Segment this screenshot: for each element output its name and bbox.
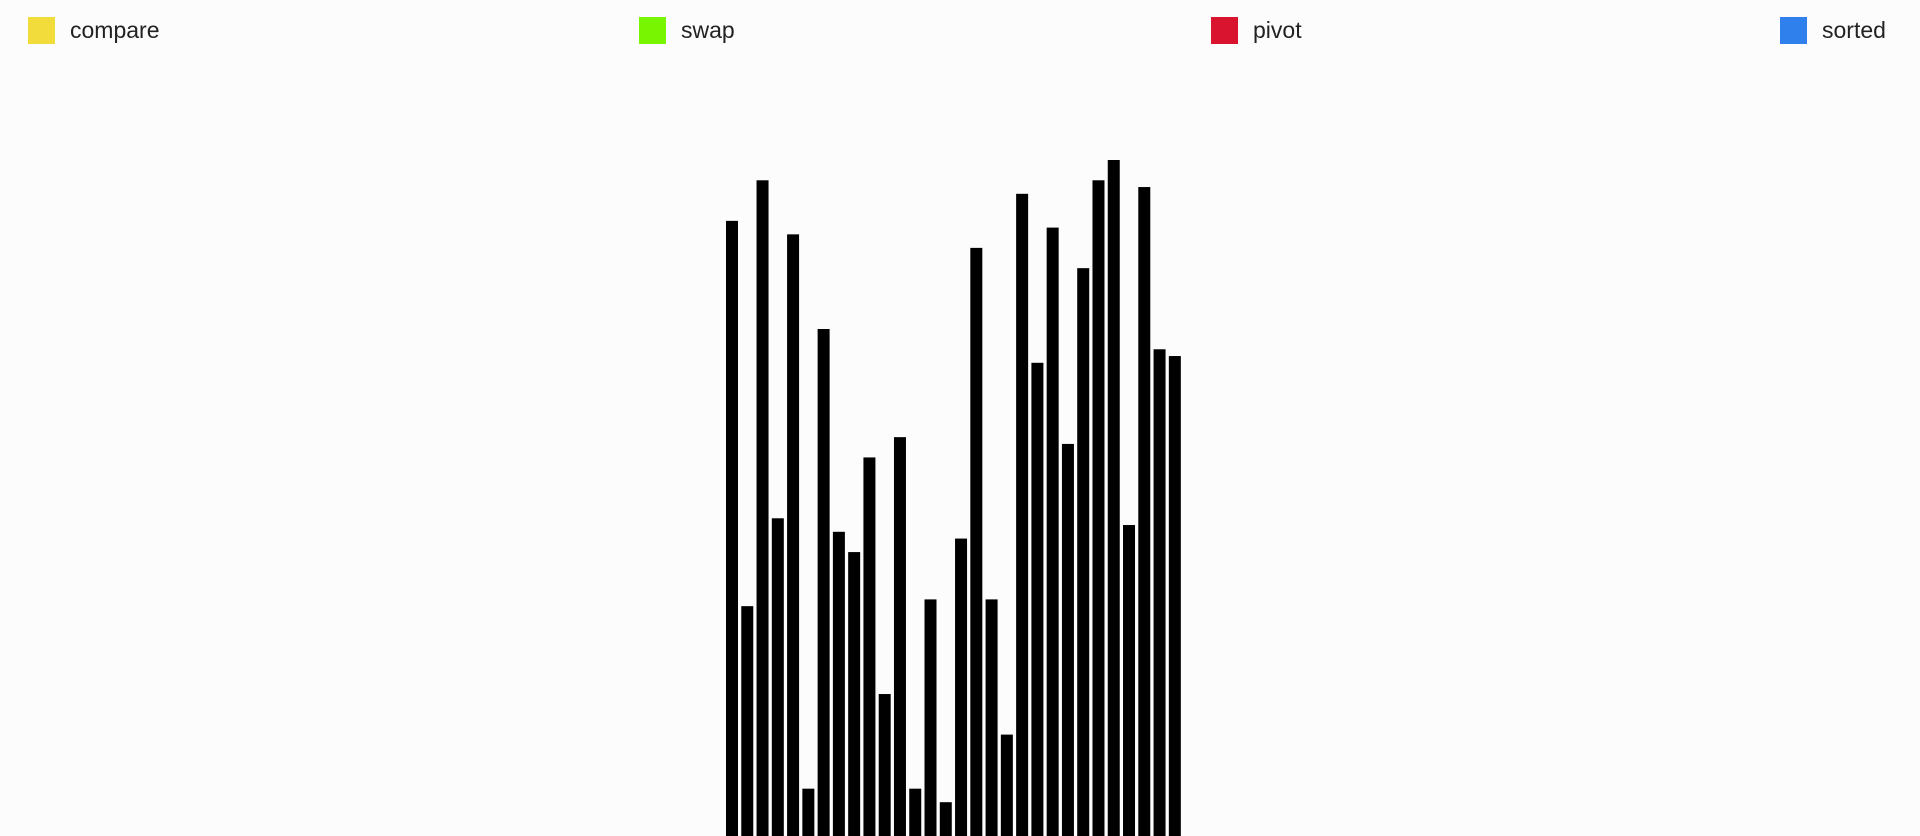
- bar-4: [787, 234, 799, 836]
- bar-26: [1123, 525, 1135, 836]
- bar-17: [986, 599, 998, 836]
- bar-7: [833, 532, 845, 836]
- bar-11: [894, 437, 906, 836]
- bar-19: [1016, 194, 1028, 836]
- bar-20: [1031, 363, 1043, 836]
- bar-1: [741, 606, 753, 836]
- bar-28: [1154, 349, 1166, 836]
- bar-25: [1108, 160, 1120, 836]
- bar-0: [726, 221, 738, 836]
- bar-9: [863, 457, 875, 836]
- bar-14: [940, 802, 952, 836]
- bar-16: [970, 248, 982, 836]
- bar-29: [1169, 356, 1181, 836]
- bar-2: [757, 180, 769, 836]
- bar-13: [925, 599, 937, 836]
- bar-10: [879, 694, 891, 836]
- bar-5: [802, 789, 814, 836]
- bar-24: [1092, 180, 1104, 836]
- bar-6: [818, 329, 830, 836]
- bar-27: [1138, 187, 1150, 836]
- bar-22: [1062, 444, 1074, 836]
- bar-21: [1047, 228, 1059, 836]
- bar-8: [848, 552, 860, 836]
- bar-3: [772, 518, 784, 836]
- bar-12: [909, 789, 921, 836]
- bar-15: [955, 539, 967, 836]
- bar-18: [1001, 735, 1013, 836]
- bar-23: [1077, 268, 1089, 836]
